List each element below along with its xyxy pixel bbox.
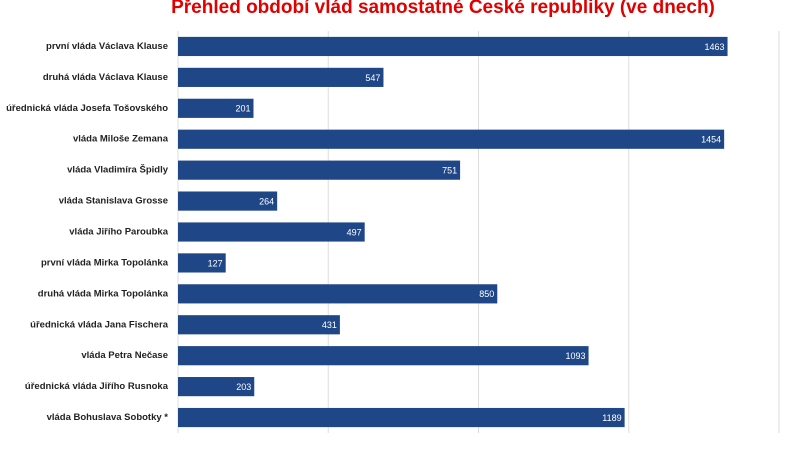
y-tick-label: vláda Miloše Zemana — [73, 134, 169, 145]
y-tick-label: první vláda Václava Klause — [46, 41, 168, 52]
bar — [178, 253, 226, 273]
y-tick-label: vláda Stanislava Grosse — [59, 196, 168, 207]
bar — [178, 67, 384, 87]
bar — [178, 160, 461, 180]
y-tick-label: úřednická vláda Josefa Tošovského — [6, 103, 168, 114]
value-label: 1454 — [701, 135, 721, 145]
bar — [178, 222, 365, 242]
value-label: 1093 — [566, 351, 586, 361]
y-tick-label: vláda Petra Nečase — [81, 350, 168, 361]
value-label: 751 — [442, 166, 457, 176]
bar — [178, 377, 255, 397]
y-tick-label: vláda Bohuslava Sobotky * — [47, 412, 169, 423]
bar — [178, 36, 728, 57]
value-label: 201 — [235, 104, 250, 114]
bar — [178, 191, 278, 211]
y-tick-label: úřednická vláda Jana Fischera — [30, 319, 169, 330]
value-label: 1189 — [602, 413, 621, 423]
bar — [178, 315, 340, 335]
value-label: 1463 — [705, 42, 725, 52]
bar — [178, 284, 498, 304]
y-tick-label: vláda Vladimíra Špidly — [67, 164, 169, 176]
chart-title: Přehled období vlád samostatné České rep… — [171, 0, 715, 18]
value-label: 264 — [259, 196, 274, 206]
y-tick-label: vláda Jiřího Paroubka — [69, 227, 168, 238]
value-label: 127 — [208, 258, 223, 268]
y-tick-label: druhá vláda Mirka Topolánka — [38, 288, 169, 299]
y-tick-label: druhá vláda Václava Klause — [43, 72, 168, 83]
y-tick-label: úřednická vláda Jiřího Rusnoka — [25, 381, 169, 392]
value-label: 497 — [347, 227, 362, 237]
bar — [178, 129, 725, 149]
value-label: 203 — [236, 382, 251, 392]
value-label: 547 — [365, 73, 380, 83]
bar — [178, 407, 625, 428]
value-label: 850 — [479, 289, 494, 299]
y-tick-label: první vláda Mirka Topolánka — [41, 257, 169, 268]
value-label: 431 — [322, 320, 337, 330]
bar — [178, 98, 254, 118]
bar — [178, 346, 589, 366]
